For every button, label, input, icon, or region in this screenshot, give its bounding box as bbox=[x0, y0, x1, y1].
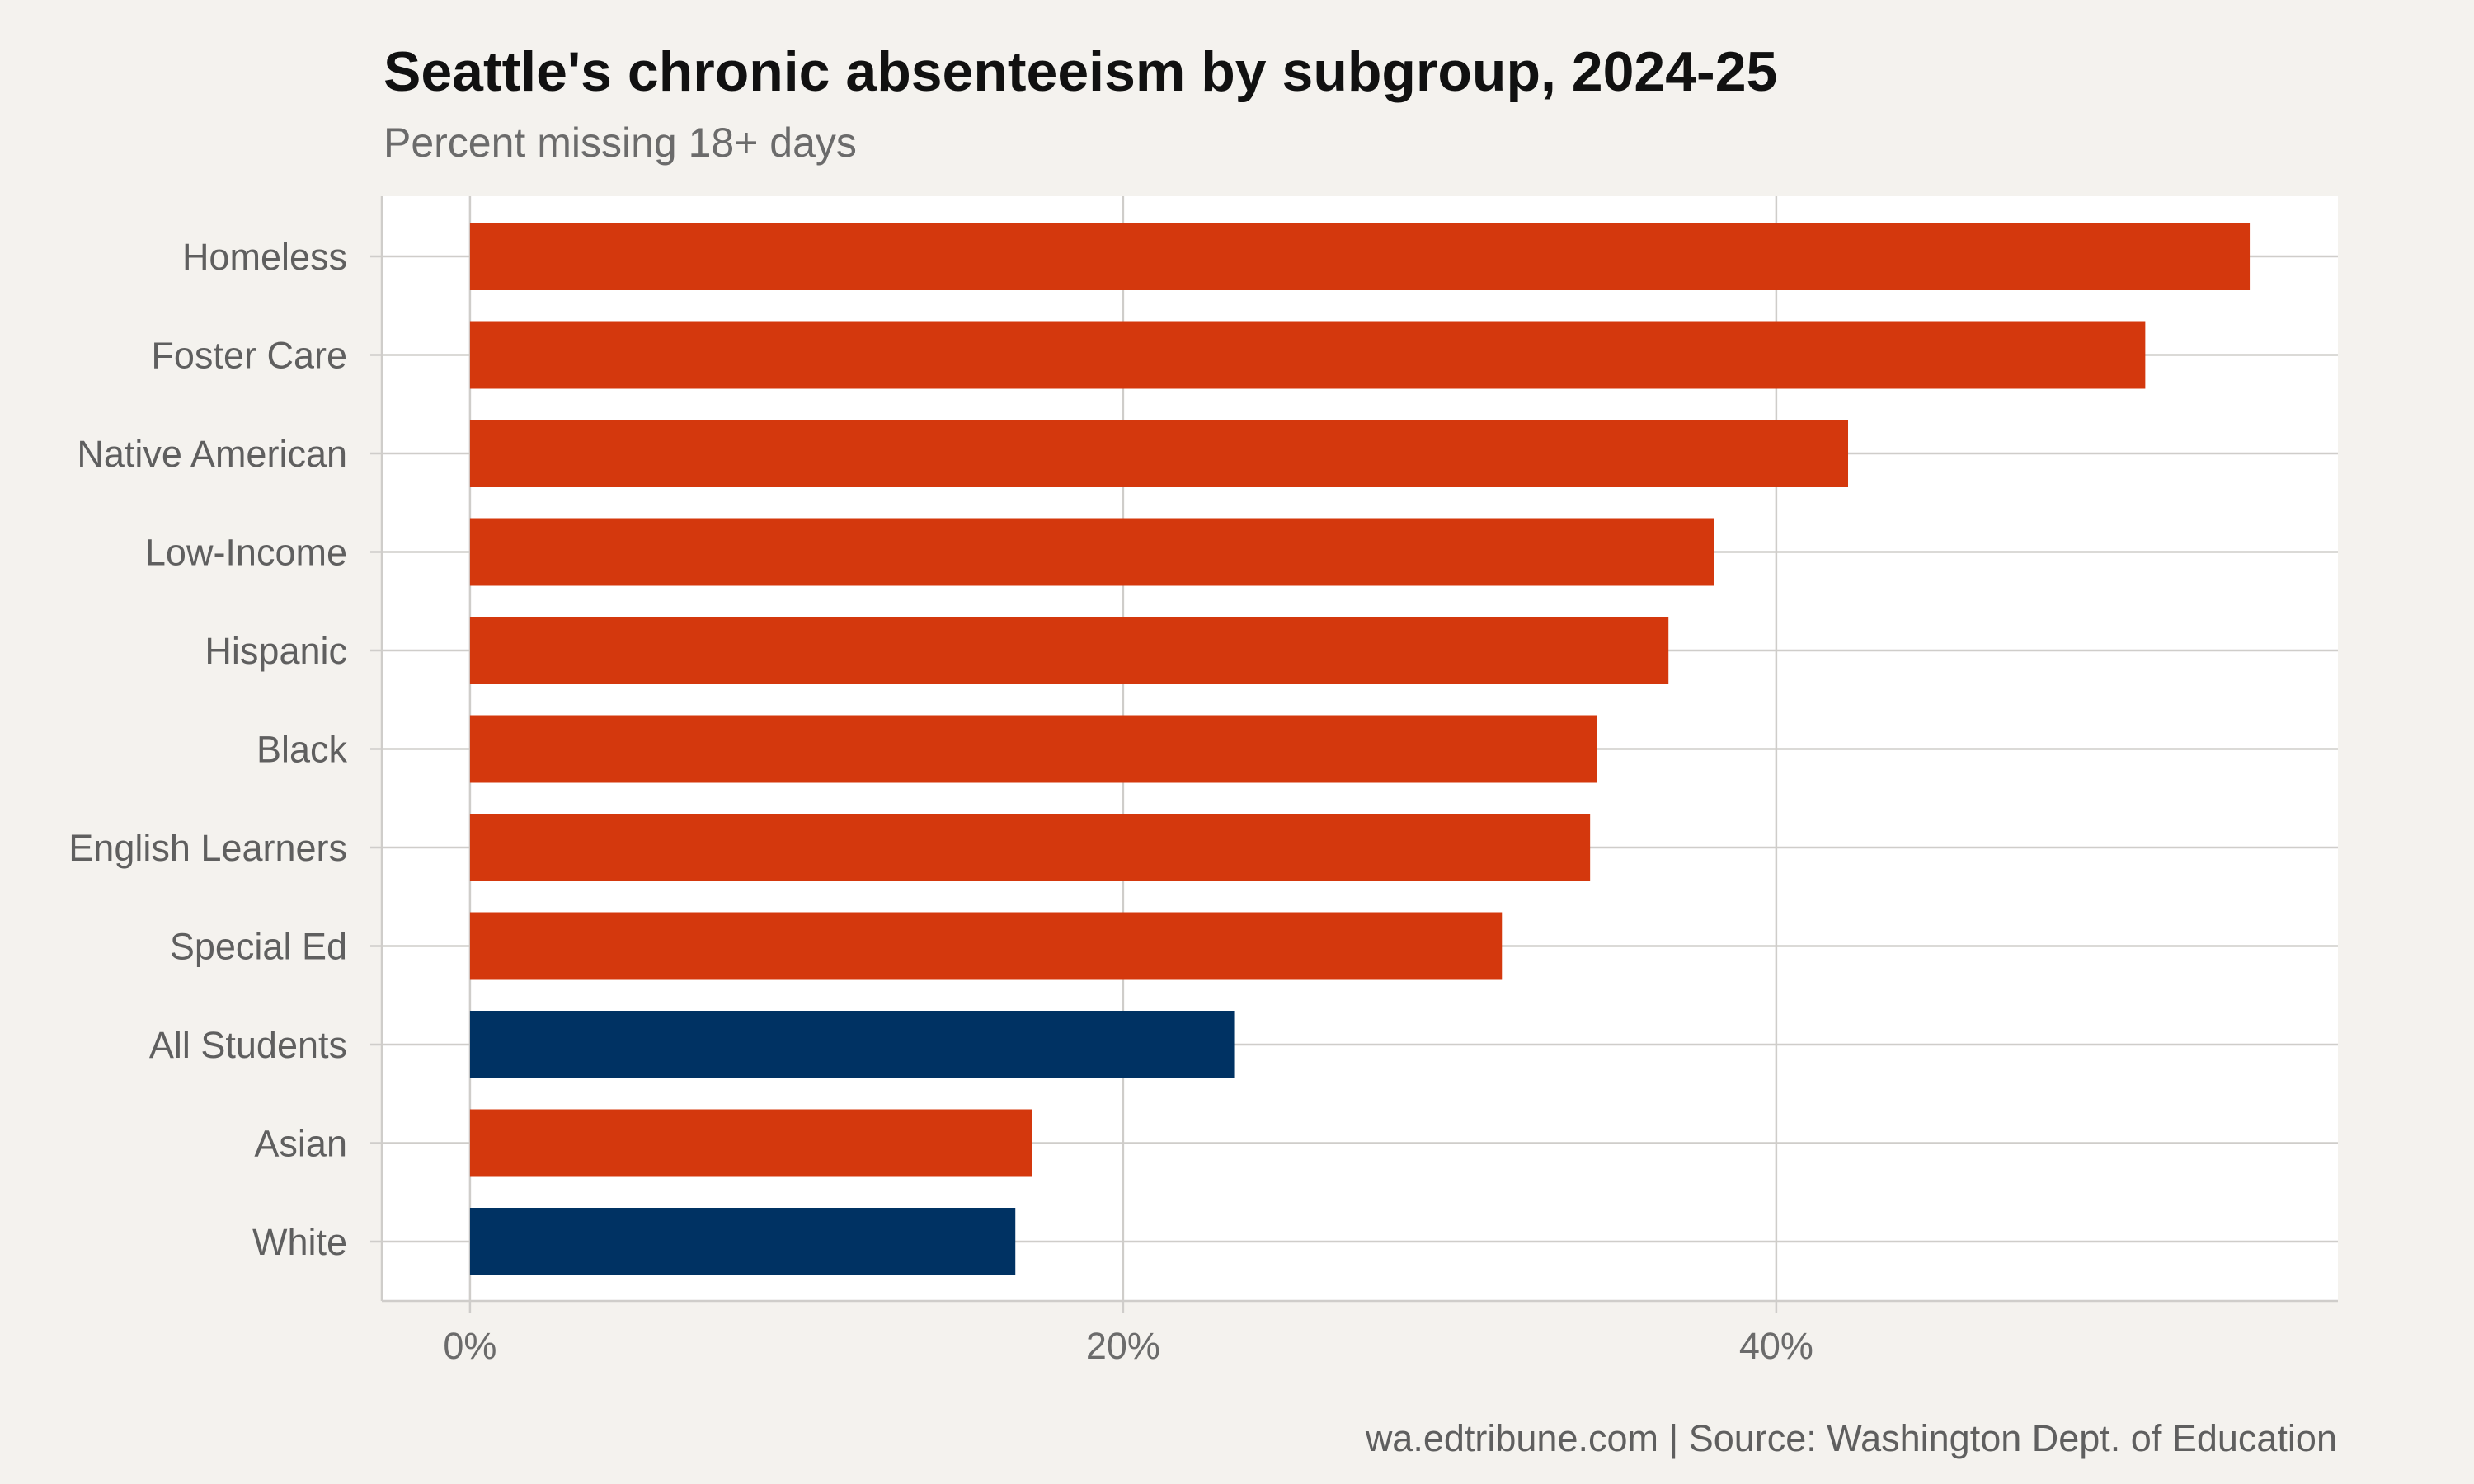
chart-title: Seattle's chronic absenteeism by subgrou… bbox=[383, 40, 1777, 103]
chart-subtitle: Percent missing 18+ days bbox=[383, 120, 857, 166]
category-label: Special Ed bbox=[170, 926, 347, 968]
bars bbox=[469, 223, 2251, 1275]
bar-special-ed bbox=[469, 912, 1503, 980]
category-label: Foster Care bbox=[151, 335, 347, 377]
bar-homeless bbox=[469, 223, 2251, 290]
x-tick-label: 20% bbox=[1086, 1325, 1160, 1367]
category-label: Asian bbox=[254, 1123, 347, 1165]
x-tick-label: 0% bbox=[443, 1325, 496, 1367]
bar-foster-care bbox=[469, 321, 2146, 389]
category-label: English Learners bbox=[68, 827, 347, 869]
category-labels: Homeless Foster Care Native American Low-In… bbox=[68, 236, 347, 1263]
axes bbox=[370, 196, 2338, 1313]
bar-all-students bbox=[469, 1011, 1235, 1078]
bar-native-american bbox=[469, 420, 1849, 487]
x-tick-label: 40% bbox=[1739, 1325, 1813, 1367]
source-caption: wa.edtribune.com | Source: Washington De… bbox=[1365, 1417, 2337, 1459]
category-label: White bbox=[252, 1221, 347, 1263]
bar-black bbox=[469, 715, 1597, 783]
bar-asian bbox=[469, 1109, 1032, 1177]
category-label: Black bbox=[256, 729, 348, 771]
category-label: Hispanic bbox=[205, 630, 347, 672]
category-label: Homeless bbox=[182, 236, 347, 278]
bar-white bbox=[469, 1208, 1016, 1275]
x-tick-labels: 0% 20% 40% bbox=[443, 1325, 1813, 1367]
category-label: All Students bbox=[149, 1024, 347, 1066]
bar-low-income bbox=[469, 518, 1714, 586]
category-label: Low-Income bbox=[145, 532, 347, 574]
bar-english-learners bbox=[469, 814, 1591, 881]
bar-hispanic bbox=[469, 617, 1669, 684]
category-label: Native American bbox=[77, 433, 347, 475]
